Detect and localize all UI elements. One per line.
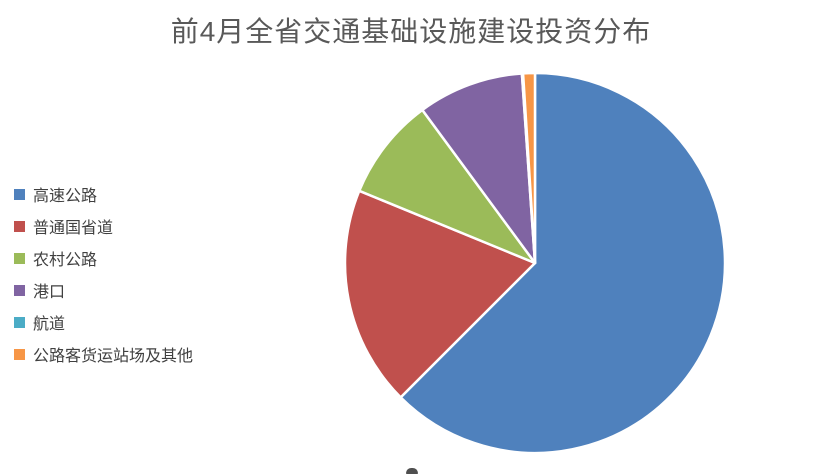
legend-item-stations-and-others[interactable]: 公路客货运站场及其他 (14, 344, 194, 365)
legend-swatch-ports (14, 284, 25, 296)
legend-item-national-provincial-roads[interactable]: 普通国省道 (14, 216, 193, 237)
legend-swatch-expressway (14, 188, 25, 200)
legend-item-ports[interactable]: 港口 (14, 280, 193, 301)
pie-slice-expressway[interactable] (399, 71, 727, 455)
legend-swatch-waterways (14, 316, 25, 328)
chart-title: 前4月全省交通基础设施建设投资分布 (170, 16, 652, 47)
legend-label-stations-and-others: 公路客货运站场及其他 (33, 348, 194, 365)
legend: 高速公路 普通国省道 农村公路 港口 航道 公路客货运站场及其他 (14, 184, 193, 376)
legend-label-rural-roads: 农村公路 (33, 252, 98, 269)
pie-slice-national-provincial-roads[interactable] (343, 189, 537, 399)
legend-label-ports: 港口 (33, 284, 66, 301)
pie-slice-stations-and-others[interactable] (521, 71, 537, 265)
legend-swatch-stations-and-others (14, 348, 25, 360)
legend-swatch-rural-roads (14, 252, 25, 264)
legend-swatch-national-provincial-roads (14, 220, 25, 232)
legend-item-expressway[interactable]: 高速公路 (14, 184, 193, 205)
legend-label-expressway: 高速公路 (33, 188, 98, 205)
clipped-partial-glyph (406, 468, 418, 474)
legend-label-national-provincial-roads: 普通国省道 (33, 220, 114, 237)
legend-item-waterways[interactable]: 航道 (14, 312, 193, 333)
legend-label-waterways: 航道 (33, 316, 66, 333)
pie-slice-ports[interactable] (421, 72, 537, 265)
pie-slice-rural-roads[interactable] (357, 108, 537, 265)
legend-item-rural-roads[interactable]: 农村公路 (14, 248, 193, 269)
